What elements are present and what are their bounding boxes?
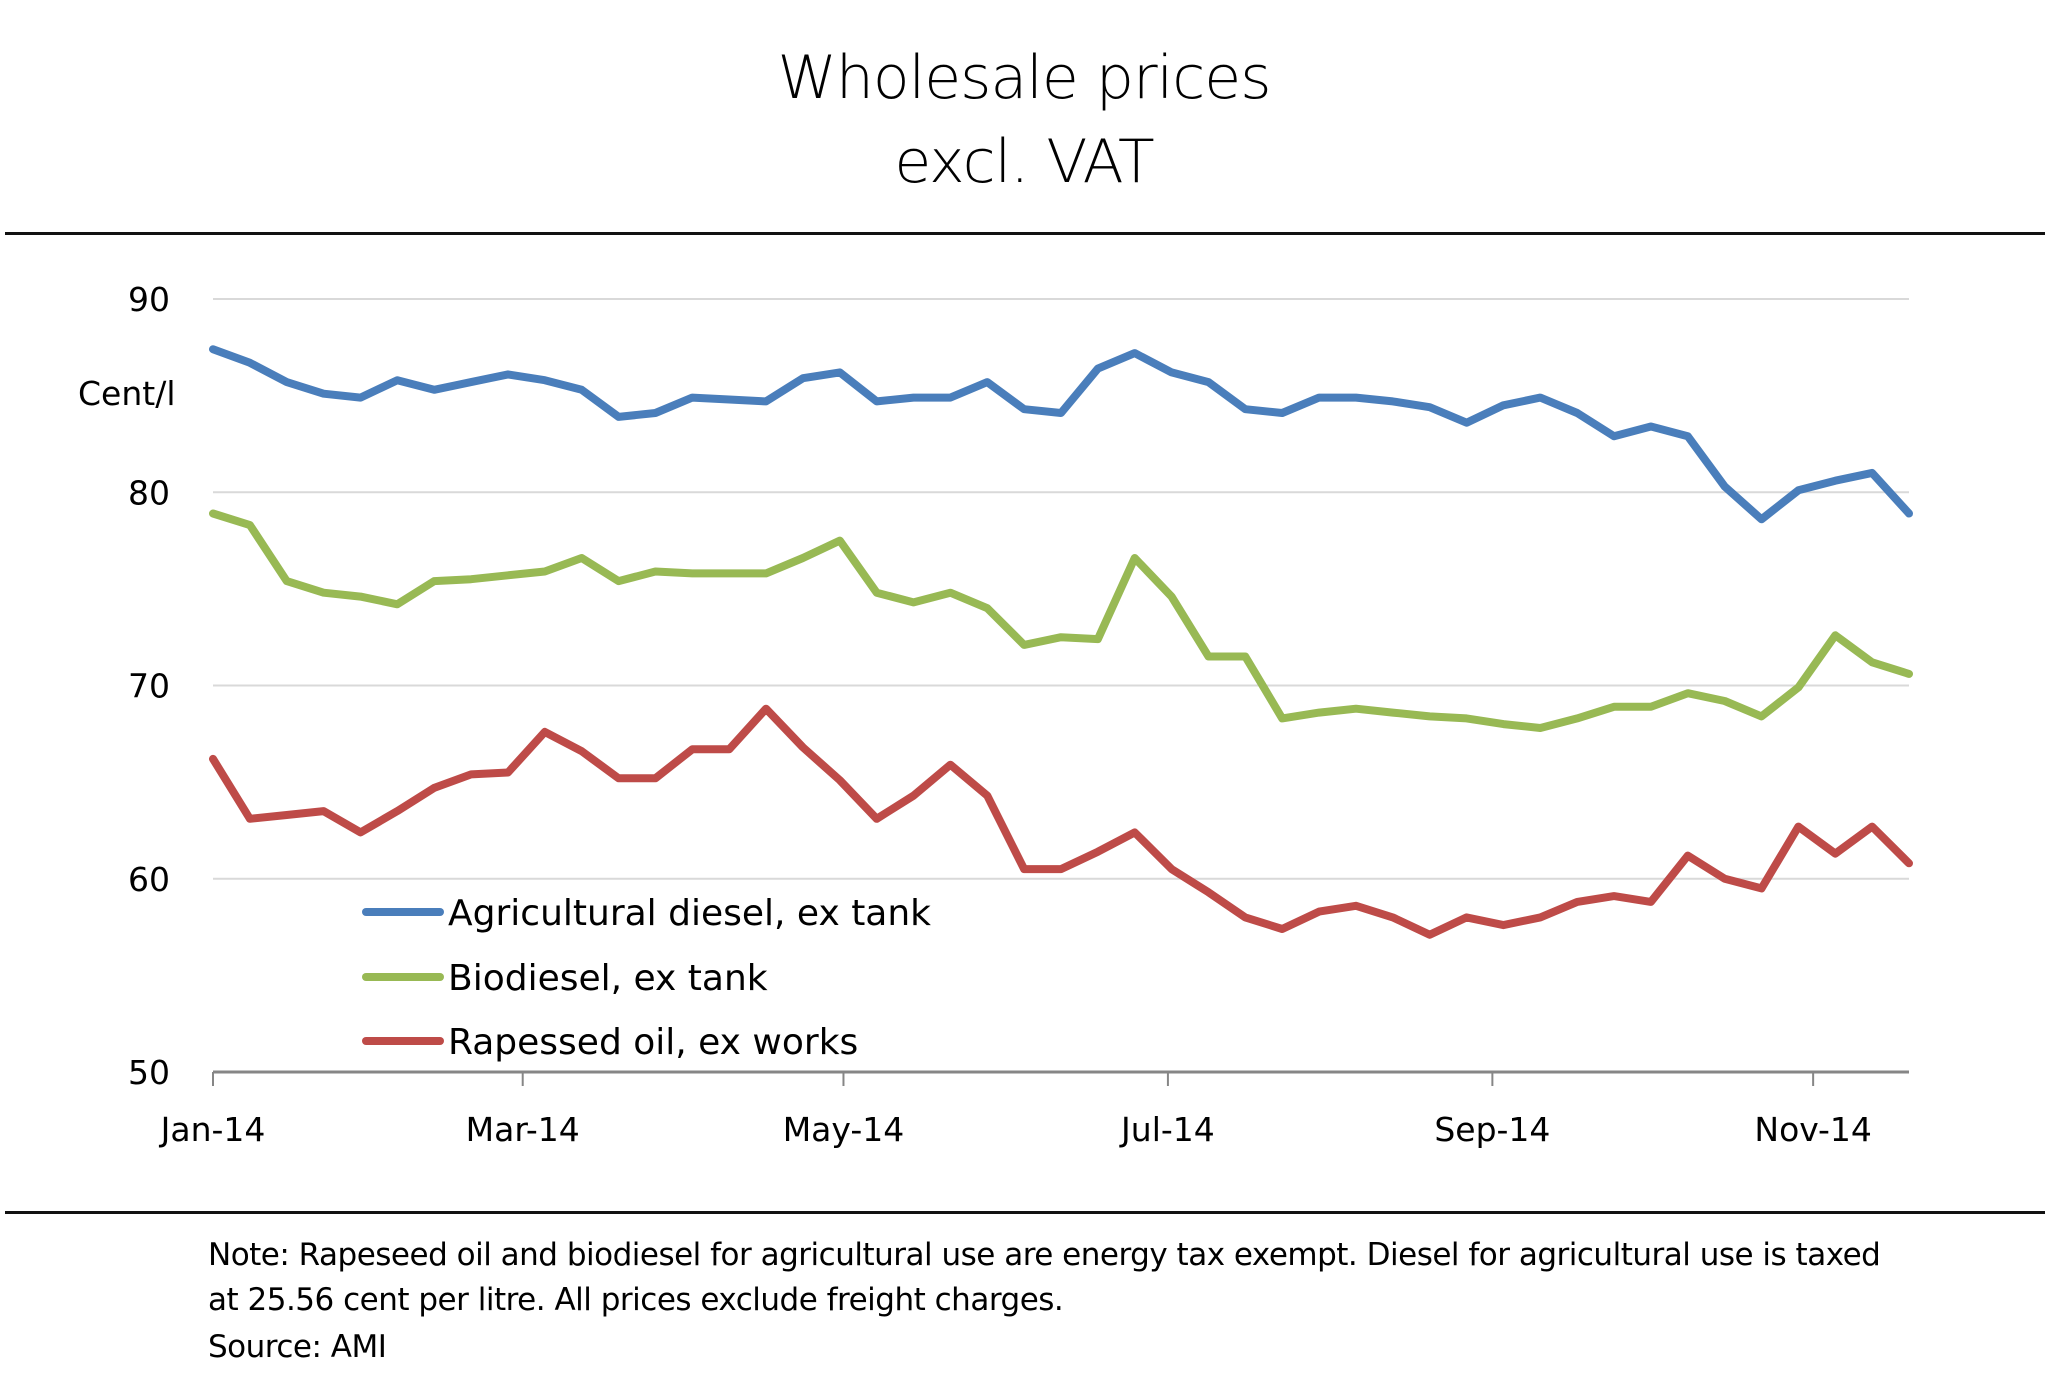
legend: Agricultural diesel, ex tank Biodiesel, e… <box>362 893 931 1063</box>
x-tick-label: Jan-14 <box>159 1110 266 1149</box>
source-note: Source: AMI <box>208 1329 387 1365</box>
x-tick-label: Nov-14 <box>1754 1110 1871 1149</box>
line-chart: 50 60 70 80 90 Cent/l Jan-14 Mar-14 May-14 Jul-… <box>78 280 1913 1149</box>
y-tick-label: 60 <box>128 860 170 899</box>
x-tick-label: May-14 <box>783 1110 905 1149</box>
series-line-2 <box>209 509 1913 732</box>
chart-title: Wholesale prices <box>777 43 1272 113</box>
footnote-line-2: at 25.56 cent per litre. All prices excl… <box>208 1282 1064 1318</box>
series-line-1 <box>209 345 1913 524</box>
footnote-line-1: Note: Rapeseed oil and biodiesel for agr… <box>208 1237 1881 1273</box>
x-tick-label: Jul-14 <box>1119 1110 1215 1149</box>
y-axis-tick-labels: 50 60 70 80 90 <box>128 280 170 1092</box>
series-line-3 <box>209 704 1913 939</box>
x-tick-label: Mar-14 <box>466 1110 580 1149</box>
y-tick-label: 50 <box>128 1053 170 1092</box>
x-tick-label: Sep-14 <box>1434 1110 1550 1149</box>
legend-label: Rapessed oil, ex works <box>448 1022 858 1063</box>
legend-label: Agricultural diesel, ex tank <box>448 893 931 934</box>
y-tick-label: 70 <box>128 667 170 706</box>
gridlines <box>213 298 1909 880</box>
x-axis-tick-labels: Jan-14 Mar-14 May-14 Jul-14 Sep-14 Nov-14 <box>159 1110 1872 1149</box>
y-tick-label: 90 <box>128 280 170 319</box>
series-lines <box>209 345 1913 939</box>
x-axis <box>212 1070 1909 1086</box>
chart-subtitle: excl. VAT <box>894 127 1154 197</box>
y-axis-label: Cent/l <box>78 374 176 413</box>
top-divider <box>5 232 2045 235</box>
y-tick-label: 80 <box>128 473 170 512</box>
bottom-divider <box>5 1211 2045 1214</box>
legend-label: Biodiesel, ex tank <box>448 958 768 999</box>
